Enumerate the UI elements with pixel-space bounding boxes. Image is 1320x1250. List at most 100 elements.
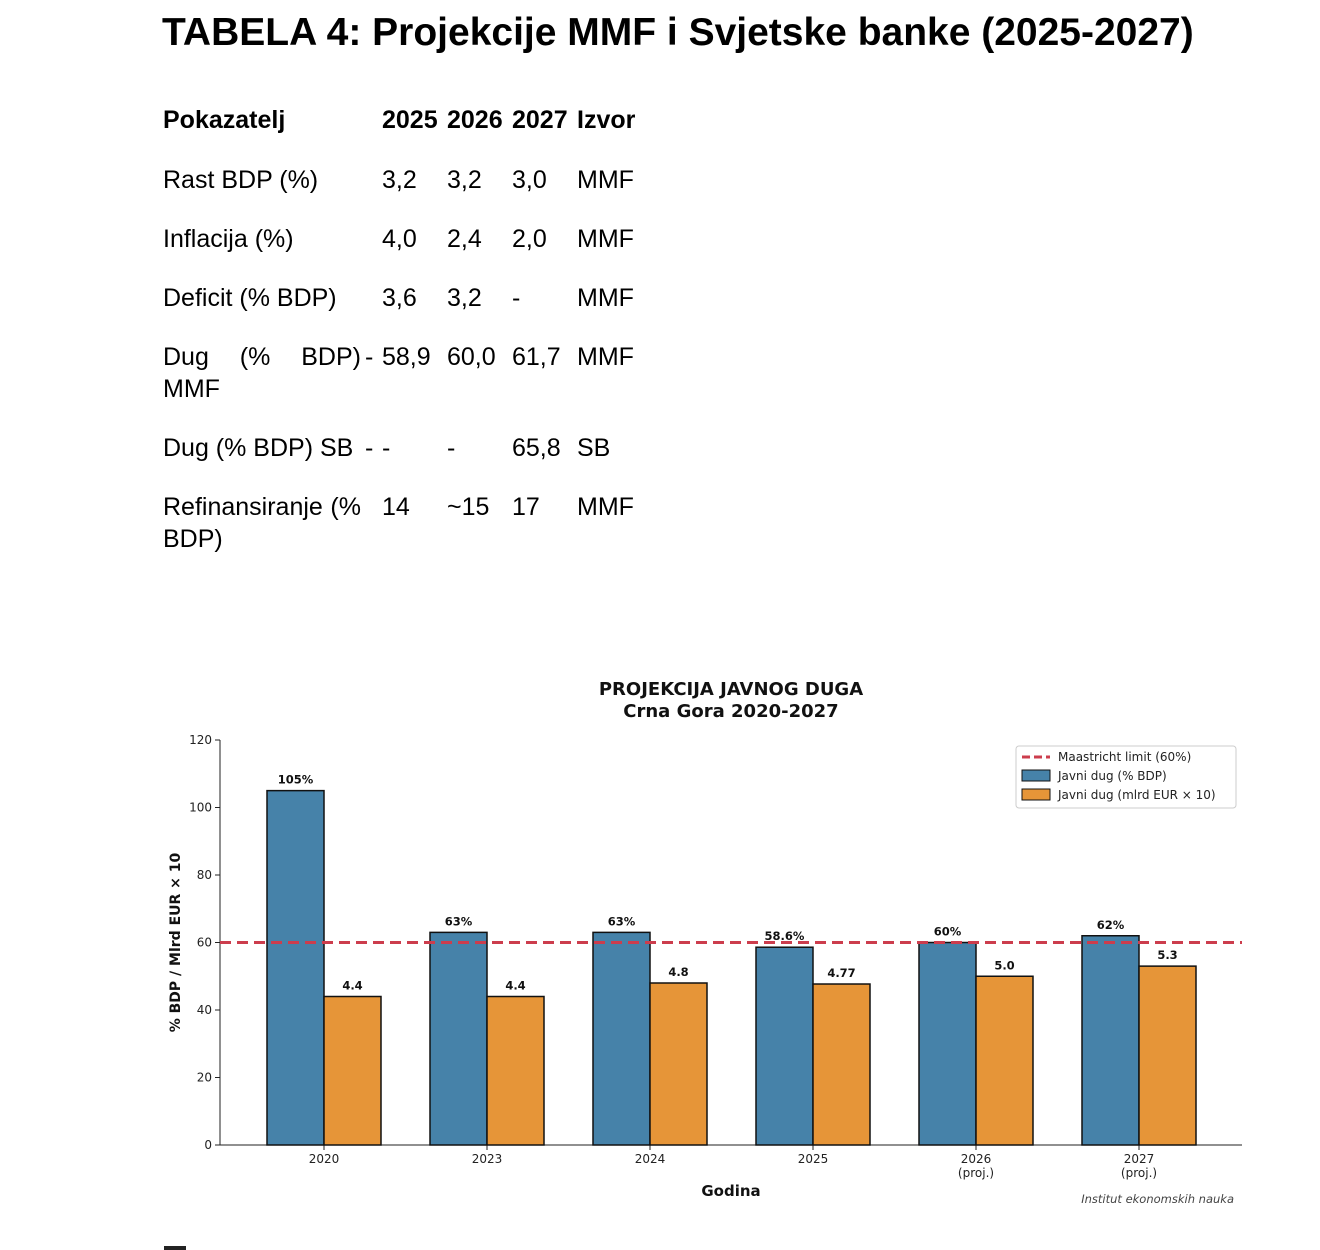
bar-value-label: 105% <box>278 773 314 787</box>
bar-value-label: 4.77 <box>827 966 855 980</box>
cell-source: MMF <box>577 493 634 521</box>
cell-source: MMF <box>577 225 634 253</box>
cell-2026: 3,2 <box>447 166 482 194</box>
bar-value-label: 60% <box>934 925 962 939</box>
cell-2027: 2,0 <box>512 225 547 253</box>
row-dash <box>365 491 379 582</box>
bar-debt-pct-gdp <box>429 931 488 1146</box>
bar-debt-bn-eur <box>812 983 871 1146</box>
bar-value-label: 4.4 <box>342 979 362 993</box>
row-label: Dug (% BDP) SB <box>163 434 354 462</box>
bar-value-label: 63% <box>608 914 636 928</box>
legend-box <box>1015 745 1237 809</box>
cell-2026: 2,4 <box>447 225 482 253</box>
bar-debt-bn-eur <box>649 982 708 1146</box>
y-tick-label: 20 <box>197 1071 212 1085</box>
bar-value-label: 4.8 <box>668 965 688 979</box>
cell-source: MMF <box>577 343 634 371</box>
y-tick-label: 80 <box>197 868 212 882</box>
header-2027: 2027 <box>512 106 568 134</box>
legend-swatch-debt-bn-eur <box>1021 788 1051 801</box>
legend-swatch-debt-pct-gdp <box>1021 769 1051 782</box>
page-bottom-mark <box>164 1246 186 1250</box>
table-row: Refinansiranje (% BDP) 14 ~15 17 MMF <box>160 491 647 582</box>
bar-debt-pct-gdp <box>266 789 325 1146</box>
legend-label-debt-bn-eur: Javni dug (mlrd EUR × 10) <box>1057 788 1216 802</box>
header-2026: 2026 <box>447 106 503 134</box>
y-tick-label: 120 <box>189 733 212 747</box>
bar-value-label: 63% <box>445 914 473 928</box>
header-2025: 2025 <box>382 106 438 134</box>
cell-2027: - <box>512 284 521 312</box>
bar-debt-pct-gdp <box>918 941 977 1146</box>
row-label: Deficit (% BDP) <box>163 284 337 312</box>
table-row: Deficit (% BDP) 3,6 3,2 - MMF <box>160 282 647 341</box>
row-label: Inflacija (%) <box>163 225 294 253</box>
x-tick-label: 2026 <box>961 1152 992 1166</box>
legend-label-debt-pct-gdp: Javni dug (% BDP) <box>1057 769 1167 783</box>
document-title: TABELA 4: Projekcije MMF i Svjetske bank… <box>162 11 1194 54</box>
cell-2026: - <box>447 434 456 462</box>
x-tick-label: 2020 <box>309 1152 340 1166</box>
x-tick-label: 2024 <box>635 1152 666 1166</box>
cell-2027: 17 <box>512 493 540 521</box>
cell-2026: 60,0 <box>447 343 496 371</box>
bar-value-label: 5.3 <box>1157 948 1177 962</box>
x-tick-label: 2023 <box>472 1152 503 1166</box>
cell-2025: 14 <box>382 493 410 521</box>
row-label: Dug (% BDP) MMF <box>163 343 361 403</box>
legend-label-maastricht: Maastricht limit (60%) <box>1058 750 1191 764</box>
y-tick-label: 60 <box>197 936 212 950</box>
row-dash: - <box>365 343 374 371</box>
y-tick-label: 100 <box>189 801 212 815</box>
x-tick-label: 2027 <box>1124 1152 1155 1166</box>
cell-source: MMF <box>577 166 634 194</box>
y-axis-label: % BDP / Mlrd EUR × 10 <box>168 852 184 1032</box>
header-indicator: Pokazatelj <box>163 106 286 134</box>
y-tick-label: 40 <box>197 1003 212 1017</box>
bar-value-label: 5.0 <box>994 958 1014 972</box>
x-tick-label: (proj.) <box>1121 1166 1157 1180</box>
cell-2026: 3,2 <box>447 284 482 312</box>
table-header-row: Pokazatelj 2025 2026 2027 Izvor <box>160 104 647 164</box>
chart-subtitle: Crna Gora 2020-2027 <box>623 701 838 722</box>
cell-2025: 3,6 <box>382 284 417 312</box>
bar-value-label: 58.6% <box>765 929 805 943</box>
bar-debt-pct-gdp <box>755 946 814 1146</box>
row-label: Refinansiranje (% BDP) <box>163 493 361 553</box>
projections-table: Pokazatelj 2025 2026 2027 Izvor Rast BDP… <box>160 104 647 582</box>
row-dash <box>365 282 379 341</box>
cell-2025: 4,0 <box>382 225 417 253</box>
row-dash: - <box>365 434 374 462</box>
table-row: Dug (% BDP) SB - - - 65,8 SB <box>160 432 647 491</box>
chart-title: PROJEKCIJA JAVNOG DUGA <box>599 679 863 700</box>
bar-value-label: 62% <box>1097 918 1125 932</box>
bar-debt-pct-gdp <box>592 931 651 1146</box>
bar-debt-bn-eur <box>486 995 545 1146</box>
table-row: Inflacija (%) 4,0 2,4 2,0 MMF <box>160 223 647 282</box>
row-dash <box>365 164 379 223</box>
cell-2026: ~15 <box>447 493 490 521</box>
bar-value-label: 4.4 <box>505 979 525 993</box>
row-dash <box>365 223 379 282</box>
y-tick-label: 0 <box>204 1138 212 1152</box>
row-label: Rast BDP (%) <box>163 166 319 194</box>
x-tick-label: 2025 <box>798 1152 829 1166</box>
table-row: Dug (% BDP) MMF - 58,9 60,0 61,7 MMF <box>160 341 647 432</box>
cell-2027: 3,0 <box>512 166 547 194</box>
cell-2027: 61,7 <box>512 343 561 371</box>
bar-debt-bn-eur <box>323 995 382 1146</box>
bar-debt-pct-gdp <box>1081 935 1140 1146</box>
cell-2027: 65,8 <box>512 434 561 462</box>
x-axis-label: Godina <box>701 1182 760 1200</box>
bar-debt-bn-eur <box>1138 965 1197 1146</box>
source-note: Institut ekonomskih nauka <box>1081 1192 1234 1206</box>
cell-2025: - <box>382 434 391 462</box>
header-spacer <box>365 104 379 164</box>
bar-debt-bn-eur <box>975 975 1034 1146</box>
cell-2025: 58,9 <box>382 343 431 371</box>
header-source: Izvor <box>577 106 636 134</box>
x-tick-label: (proj.) <box>958 1166 994 1180</box>
cell-2025: 3,2 <box>382 166 417 194</box>
